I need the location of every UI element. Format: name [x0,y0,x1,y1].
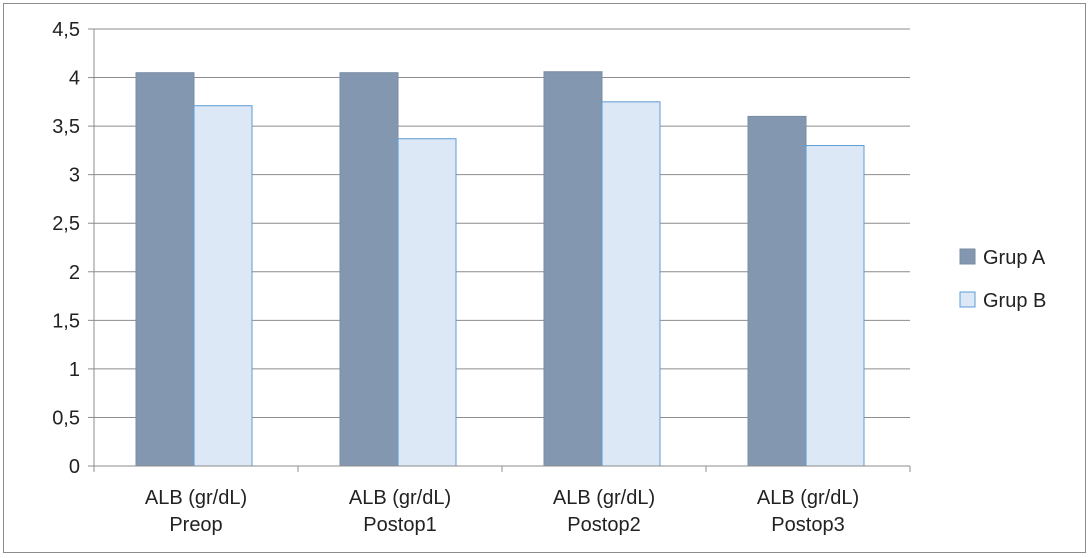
bar-grup-b-2 [397,138,457,467]
x-category-label: Preop [169,514,222,536]
legend-label: Grup A [983,247,1046,269]
x-category-label: Postop1 [363,514,436,536]
x-category-label: ALB (gr/dL) [145,487,247,509]
y-tick-label: 4 [69,68,80,90]
legend-swatch-grup-a [959,248,976,265]
x-category-label: Postop2 [567,514,640,536]
bar-grup-b-1 [193,105,253,467]
x-category-label: ALB (gr/dL) [553,487,655,509]
axes [93,29,911,472]
y-tick-label: 4,5 [52,19,80,41]
y-tick-label: 0,5 [52,407,80,429]
y-tick-label: 0 [69,456,80,478]
x-category-label: Postop3 [771,514,844,536]
legend: Grup A Grup B [959,247,1046,312]
y-tick-label: 1 [69,359,80,381]
bar-grup-b-4 [805,145,865,467]
x-category-label: ALB (gr/dL) [349,487,451,509]
y-axis-ticks: 0 0,5 1 1,5 2 2,5 3 3,5 4 4,5 [52,19,94,478]
bar-grup-a-1 [135,72,195,467]
legend-label: Grup B [983,290,1046,312]
y-tick-label: 2,5 [52,213,80,235]
bar-grup-a-2 [339,72,399,467]
bars [135,71,865,467]
bar-grup-a-3 [543,71,603,467]
x-category-label: ALB (gr/dL) [757,487,859,509]
y-tick-label: 3,5 [52,116,80,138]
bar-grup-a-4 [747,115,807,467]
y-tick-label: 2 [69,262,80,284]
legend-swatch-grup-b [959,291,976,308]
y-tick-label: 3 [69,165,80,187]
x-axis-labels: ALB (gr/dL) Preop ALB (gr/dL) Postop1 ALB (g… [145,487,859,536]
y-tick-label: 1,5 [52,310,80,332]
bar-grup-b-3 [601,101,661,467]
